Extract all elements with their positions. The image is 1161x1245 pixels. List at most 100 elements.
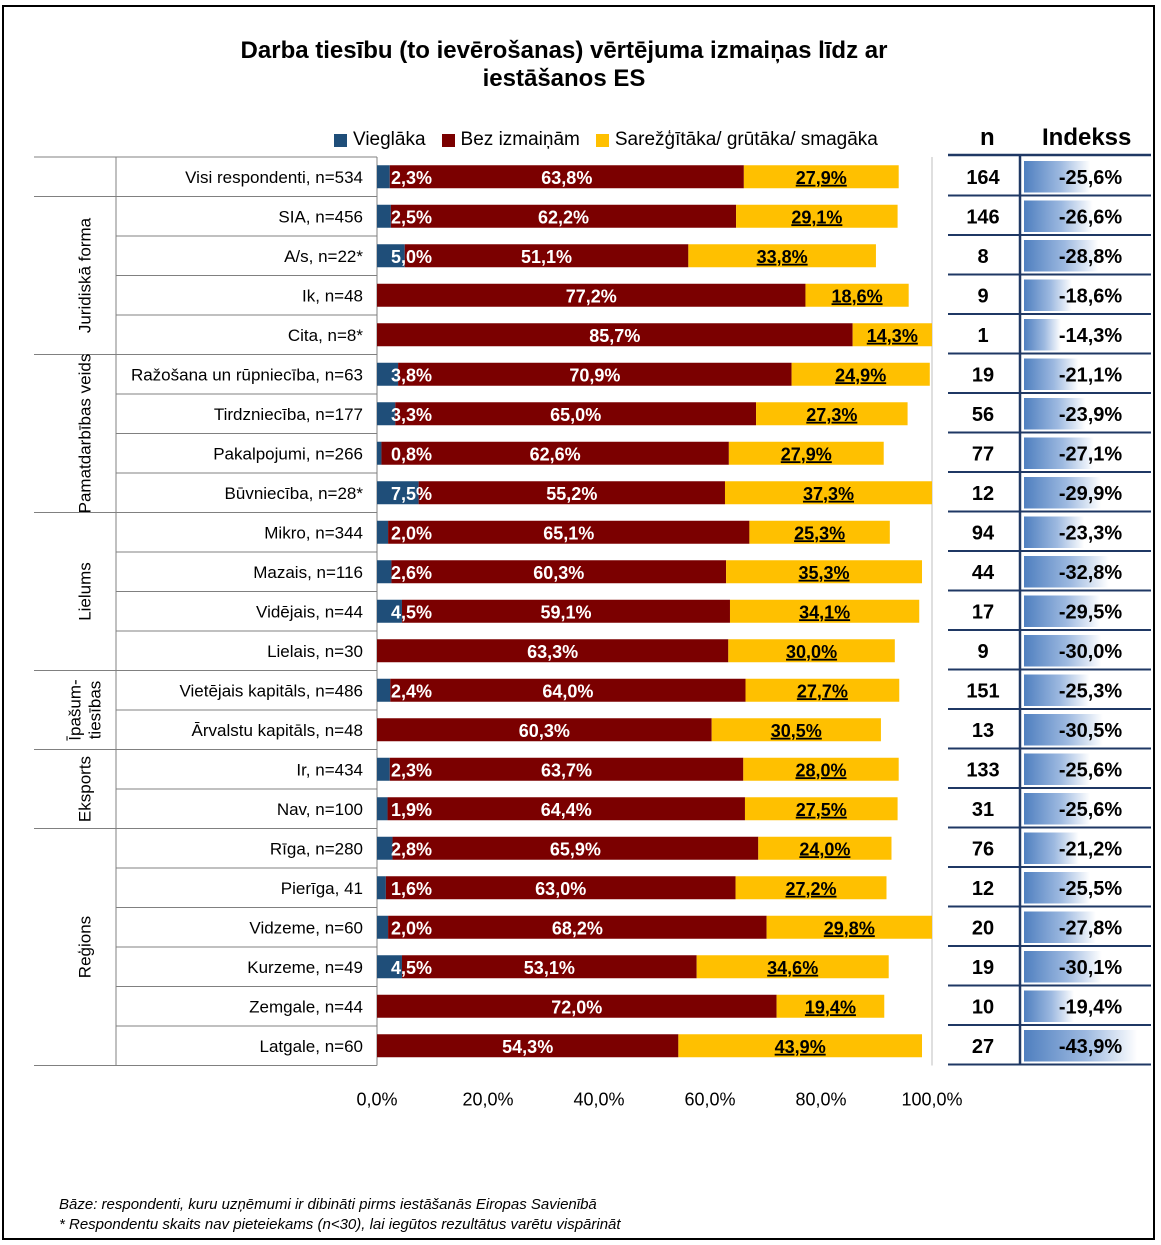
group-label: Lielums	[75, 562, 94, 621]
index-value: -29,9%	[1059, 483, 1123, 505]
bar-segment-vieglaka	[377, 402, 396, 426]
data-label-vieglaka: 1,6%	[391, 879, 432, 899]
chart-title-line-1: Darba tiesību (to ievērošanas) vērtējuma…	[240, 37, 888, 64]
n-value: 31	[972, 799, 994, 821]
n-value: 94	[972, 522, 995, 544]
index-bar	[1024, 832, 1079, 864]
legend-item-bez-izmainam: Bez izmaiņām	[441, 129, 580, 151]
bar-segment-sarezgitaka	[756, 402, 908, 426]
bar-segment-sarezgitaka	[805, 283, 909, 307]
row-label: Visi respondenti, n=534	[185, 168, 363, 187]
row-label: Pakalpojumi, n=266	[213, 444, 363, 463]
index-bar	[1024, 990, 1075, 1022]
data-label-vieglaka: 2,0%	[391, 523, 432, 543]
bar-segment-bez-izmainam	[391, 560, 727, 584]
data-label-sarezgitaka: 18,6%	[832, 286, 883, 306]
index-value: -14,3%	[1059, 325, 1123, 347]
bar-segment-bez-izmainam	[390, 204, 737, 228]
data-label-bez-izmainam: 68,2%	[552, 918, 603, 938]
bar-segment-vieglaka	[377, 520, 389, 544]
n-value: 164	[966, 167, 1000, 189]
bar-segment-vieglaka	[377, 362, 399, 386]
index-value: -23,9%	[1059, 404, 1123, 426]
index-value: -25,6%	[1059, 799, 1123, 821]
n-value: 1	[977, 325, 988, 347]
index-bar	[1024, 556, 1109, 588]
bar-segment-bez-izmainam	[377, 1034, 679, 1058]
n-column-header: n	[980, 124, 995, 151]
data-label-sarezgitaka: 27,2%	[785, 879, 836, 899]
legend-swatch-vieglaka	[334, 133, 347, 147]
data-label-sarezgitaka: 27,5%	[796, 800, 847, 820]
bar-segment-sarezgitaka	[688, 244, 876, 268]
bar-segment-sarezgitaka	[749, 520, 890, 544]
bar-segment-bez-izmainam	[404, 244, 689, 268]
n-value: 19	[972, 364, 994, 386]
index-bar	[1024, 358, 1079, 390]
data-label-sarezgitaka: 24,9%	[835, 365, 886, 385]
data-label-sarezgitaka: 14,3%	[867, 326, 918, 346]
bar-segment-bez-izmainam	[377, 283, 806, 307]
chart-frame: Darba tiesību (to ievērošanas) vērtējuma…	[2, 5, 1155, 1240]
group-label: Reģions	[75, 916, 94, 978]
n-value: 10	[972, 996, 994, 1018]
index-bar	[1024, 200, 1093, 232]
bar-segment-bez-izmainam	[377, 718, 712, 742]
row-label: Lielais, n=30	[267, 642, 363, 661]
data-label-vieglaka: 5,0%	[391, 247, 432, 267]
row-label: Pierīga, 41	[281, 879, 363, 898]
data-label-vieglaka: 2,3%	[391, 168, 432, 188]
bar-segment-bez-izmainam	[377, 639, 729, 663]
n-value: 56	[972, 404, 994, 426]
row-label: Ražošana un rūpniecība, n=63	[131, 365, 363, 384]
data-label-sarezgitaka: 19,4%	[805, 997, 856, 1017]
legend-swatch-bez-izmainam	[441, 133, 455, 147]
row-label: Būvniecība, n=28*	[225, 484, 364, 503]
index-value: -25,6%	[1059, 167, 1123, 189]
data-label-sarezgitaka: 29,1%	[791, 207, 842, 227]
index-bar	[1024, 1030, 1138, 1062]
x-tick-label: 40,0%	[573, 1090, 624, 1110]
row-label: Zemgale, n=44	[249, 997, 363, 1016]
data-label-vieglaka: 3,8%	[391, 365, 432, 385]
bar-segment-sarezgitaka	[745, 678, 900, 702]
bar-segment-vieglaka	[377, 915, 389, 939]
n-value: 12	[972, 878, 994, 900]
index-bar	[1024, 279, 1072, 311]
data-label-bez-izmainam: 64,0%	[542, 681, 593, 701]
data-label-bez-izmainam: 64,4%	[541, 800, 592, 820]
legend-item-vieglaka: Vieglāka	[334, 129, 426, 151]
bar-segment-vieglaka	[377, 836, 393, 860]
bar-segment-bez-izmainam	[401, 955, 697, 979]
data-label-vieglaka: 2,5%	[391, 207, 432, 227]
data-label-bez-izmainam: 51,1%	[521, 247, 572, 267]
bar-segment-sarezgitaka	[791, 362, 930, 386]
bar-segment-sarezgitaka	[726, 560, 923, 584]
n-value: 146	[966, 206, 999, 228]
bar-segment-vieglaka	[377, 481, 419, 505]
row-label: Vidzeme, n=60	[249, 918, 363, 937]
index-value: -28,8%	[1059, 246, 1123, 268]
n-value: 8	[977, 246, 988, 268]
index-value: -26,6%	[1059, 206, 1123, 228]
row-label: Nav, n=100	[277, 800, 363, 819]
data-label-bez-izmainam: 85,7%	[589, 326, 640, 346]
index-bar	[1024, 951, 1102, 983]
bar-segment-bez-izmainam	[395, 402, 757, 426]
bar-segment-bez-izmainam	[387, 797, 745, 821]
bar-segment-bez-izmainam	[385, 876, 736, 900]
data-label-vieglaka: 7,5%	[391, 484, 432, 504]
bar-segment-bez-izmainam	[390, 678, 746, 702]
index-value: -25,6%	[1059, 759, 1123, 781]
bar-segment-sarezgitaka	[744, 797, 898, 821]
bar-segment-bez-izmainam	[388, 520, 750, 544]
legend-label-sarezgitaka: Sarežģītāka/ grūtāka/ smagāka	[614, 129, 878, 150]
index-bar	[1024, 753, 1091, 785]
data-label-vieglaka: 2,0%	[391, 918, 432, 938]
bar-segment-vieglaka	[377, 678, 391, 702]
bar-segment-sarezgitaka	[758, 836, 892, 860]
n-value: 44	[972, 562, 995, 584]
row-label: SIA, n=456	[278, 207, 363, 226]
data-label-bez-izmainam: 60,3%	[533, 563, 584, 583]
data-label-bez-izmainam: 54,3%	[502, 1037, 553, 1057]
